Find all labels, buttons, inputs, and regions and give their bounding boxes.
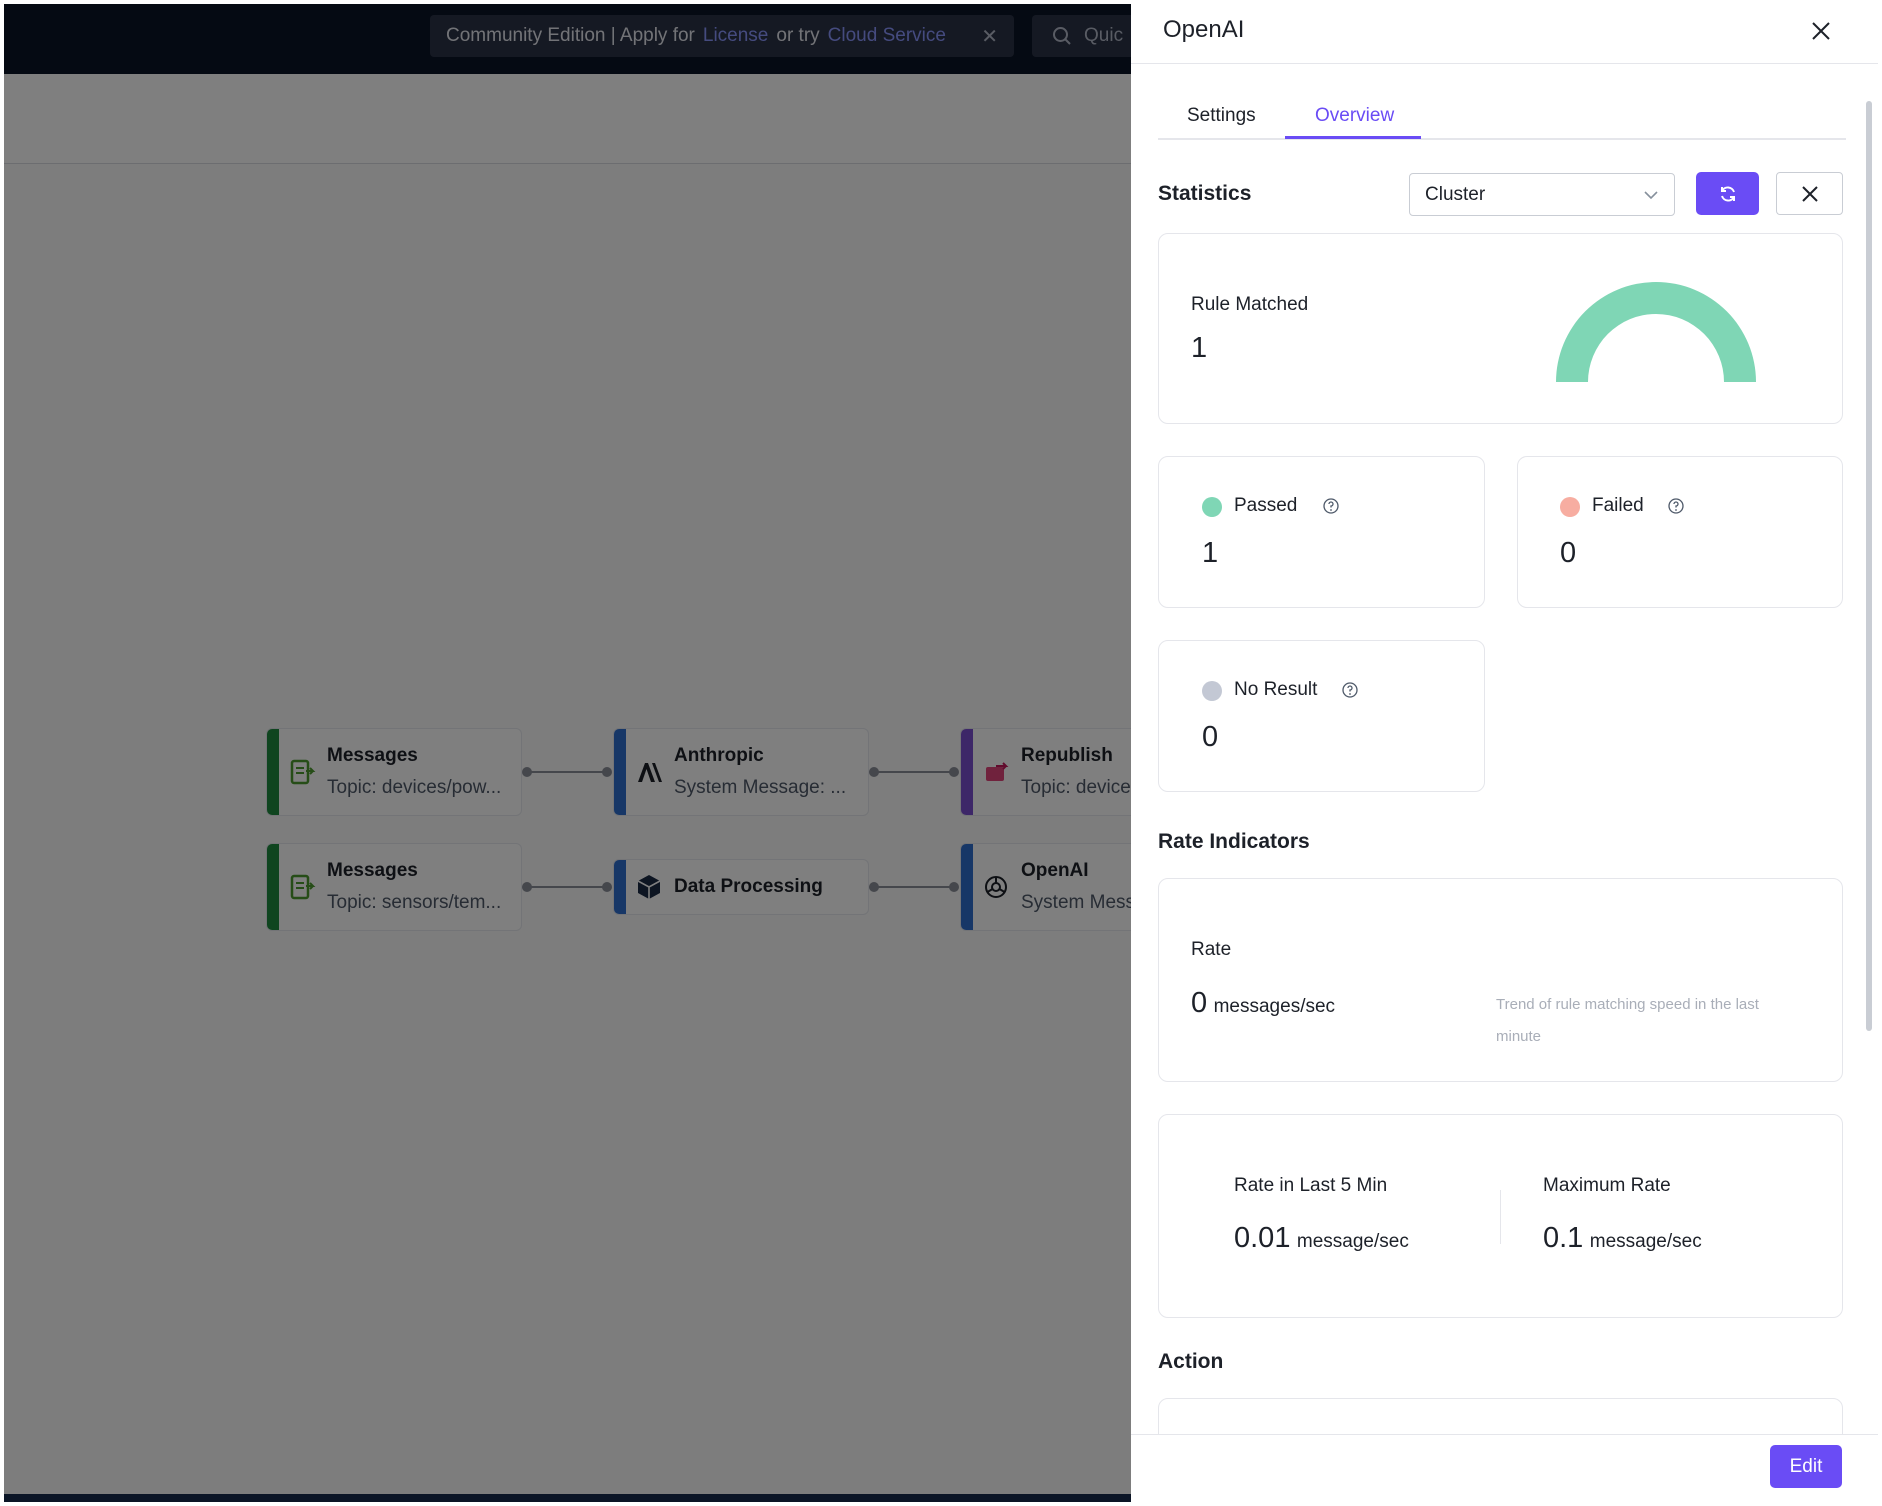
failed-label: Failed [1592,495,1644,516]
tab-settings[interactable]: Settings [1187,105,1256,126]
drawer-close-button[interactable] [1806,16,1836,46]
node-select-value: Cluster [1425,183,1486,205]
active-tab-indicator [1285,136,1421,139]
rate-indicators-title: Rate Indicators [1158,830,1310,853]
failed-card: Failed 0 [1517,456,1843,608]
no-result-dot [1202,681,1222,701]
passed-label: Passed [1234,495,1298,516]
max-rate-label: Maximum Rate [1543,1175,1671,1196]
refresh-icon [1720,185,1735,202]
close-icon [1801,185,1818,202]
help-icon[interactable] [1323,498,1339,514]
drawer-tabs: Settings Overview [1158,95,1846,140]
rate-summary-card: Rate in Last 5 Min 0.01 message/sec Maxi… [1158,1114,1843,1318]
statistics-title: Statistics [1158,182,1252,205]
help-icon[interactable] [1668,498,1684,514]
help-icon[interactable] [1342,682,1358,698]
node-select[interactable]: Cluster [1409,173,1675,216]
edit-button[interactable]: Edit [1770,1445,1842,1488]
drawer-body: Settings Overview Statistics Cluster Rul… [1131,65,1878,1435]
close-icon [1812,22,1830,40]
passed-card: Passed 1 [1158,456,1485,608]
max-rate-value: 0.1 [1543,1222,1584,1254]
rate-last5-row: 0.01 message/sec [1234,1222,1409,1255]
no-result-value: 0 [1202,721,1219,753]
no-result-card: No Result 0 [1158,640,1485,792]
drawer-header: OpenAI [1131,4,1878,64]
max-rate-row: 0.1 message/sec [1543,1222,1702,1255]
passed-dot [1202,497,1222,517]
chevron-down-icon [1644,191,1658,200]
rate-card: Rate 0 messages/sec Trend of rule matchi… [1158,878,1843,1082]
rule-matched-value: 1 [1191,332,1208,364]
drawer-scrollbar[interactable] [1866,101,1872,1031]
passed-value: 1 [1202,537,1219,569]
rate-value: 0 [1191,987,1208,1019]
tab-overview[interactable]: Overview [1315,105,1395,126]
divider [1500,1190,1501,1244]
failed-dot [1560,497,1580,517]
rate-last5-value: 0.01 [1234,1222,1291,1254]
rule-matched-label: Rule Matched [1191,294,1309,315]
refresh-button[interactable] [1696,172,1759,215]
drawer-title: OpenAI [1163,16,1245,43]
rate-last5-label: Rate in Last 5 Min [1234,1175,1388,1196]
node-detail-drawer: OpenAI Settings Overview Statistics Clus… [1131,4,1878,1502]
rate-unit: messages/sec [1213,996,1336,1017]
max-rate-unit: message/sec [1589,1231,1702,1252]
rate-label: Rate [1191,939,1232,960]
rate-last5-unit: message/sec [1296,1231,1409,1252]
reset-statistics-button[interactable] [1776,172,1843,215]
action-title: Action [1158,1350,1224,1373]
rate-trend-hint: Trend of rule matching speed in the last… [1496,996,1759,1045]
no-result-label: No Result [1234,679,1318,700]
rule-matched-card: Rule Matched 1 [1158,233,1843,424]
rate-value-row: 0 messages/sec [1191,987,1335,1020]
drawer-footer: Edit [1131,1434,1878,1502]
failed-value: 0 [1560,537,1577,569]
action-card [1158,1398,1843,1435]
gauge-arc [1556,282,1756,382]
bottom-edge [4,1494,1134,1502]
rule-matched-gauge [1556,282,1756,382]
